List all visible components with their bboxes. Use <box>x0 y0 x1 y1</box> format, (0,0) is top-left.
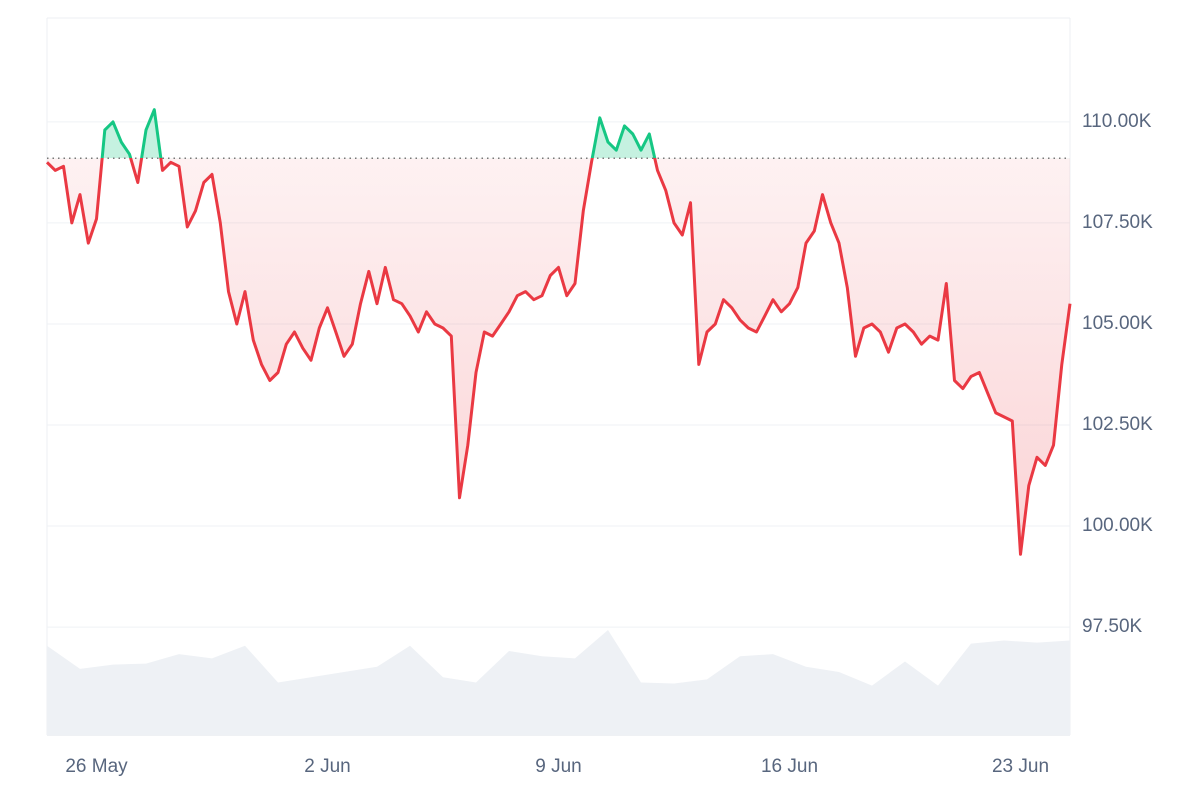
y-tick-label: 105.00K <box>1082 313 1153 334</box>
x-tick-label: 2 Jun <box>304 756 350 777</box>
x-tick-label: 26 May <box>65 756 128 777</box>
x-tick-label: 16 Jun <box>761 756 818 777</box>
y-tick-label: 110.00K <box>1082 111 1152 132</box>
y-tick-label: 97.50K <box>1082 616 1143 637</box>
price-line <box>45 108 1072 556</box>
y-tick-label: 102.50K <box>1082 414 1153 435</box>
x-tick-label: 9 Jun <box>535 756 581 777</box>
volume-area <box>47 630 1070 735</box>
area-below <box>47 158 1070 555</box>
x-tick-label: 23 Jun <box>992 756 1049 777</box>
y-tick-label: 100.00K <box>1082 515 1153 536</box>
y-tick-label: 107.50K <box>1082 212 1153 233</box>
area-above <box>47 109 1070 159</box>
